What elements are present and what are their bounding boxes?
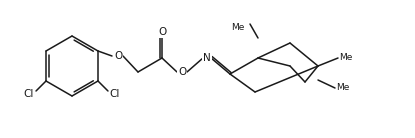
- Text: O: O: [114, 51, 122, 61]
- Text: N: N: [203, 53, 211, 63]
- Text: Me: Me: [339, 54, 353, 63]
- Text: Me: Me: [336, 83, 350, 92]
- Text: O: O: [178, 67, 186, 77]
- Text: Me: Me: [231, 23, 244, 33]
- Text: Cl: Cl: [110, 89, 120, 99]
- Text: O: O: [158, 27, 166, 37]
- Text: Cl: Cl: [24, 89, 34, 99]
